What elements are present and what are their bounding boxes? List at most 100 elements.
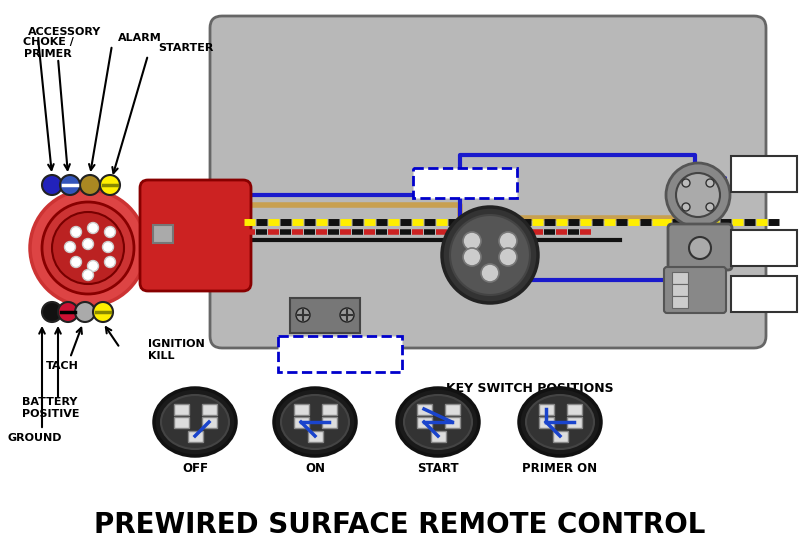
- FancyBboxPatch shape: [202, 404, 217, 415]
- Circle shape: [481, 264, 499, 282]
- Circle shape: [296, 308, 310, 322]
- Text: C: C: [298, 405, 304, 414]
- FancyBboxPatch shape: [417, 404, 431, 415]
- FancyBboxPatch shape: [672, 272, 688, 284]
- FancyBboxPatch shape: [307, 430, 322, 441]
- Circle shape: [82, 270, 94, 280]
- FancyBboxPatch shape: [322, 404, 337, 415]
- Circle shape: [666, 163, 730, 227]
- Text: START: START: [417, 461, 459, 474]
- FancyBboxPatch shape: [174, 404, 189, 415]
- Text: A: A: [677, 274, 683, 282]
- Circle shape: [60, 175, 80, 195]
- FancyBboxPatch shape: [187, 430, 202, 441]
- Text: C: C: [543, 405, 549, 414]
- FancyBboxPatch shape: [294, 416, 309, 428]
- Text: STARTER: STARTER: [158, 43, 214, 53]
- Text: B: B: [677, 297, 683, 306]
- Text: ACCESSORY: ACCESSORY: [28, 27, 102, 37]
- Text: S: S: [178, 418, 184, 426]
- Text: ALARM: ALARM: [118, 33, 162, 43]
- Circle shape: [82, 239, 94, 250]
- Ellipse shape: [274, 388, 356, 456]
- Circle shape: [499, 248, 517, 266]
- FancyBboxPatch shape: [553, 430, 567, 441]
- FancyBboxPatch shape: [538, 416, 554, 428]
- Text: A: A: [326, 405, 332, 414]
- FancyBboxPatch shape: [731, 230, 797, 266]
- Text: NEUTRAL SAFTY
SWITCH: NEUTRAL SAFTY SWITCH: [293, 343, 387, 365]
- FancyBboxPatch shape: [731, 276, 797, 312]
- Text: S: S: [543, 418, 549, 426]
- Circle shape: [676, 173, 720, 217]
- Circle shape: [30, 190, 146, 306]
- FancyBboxPatch shape: [174, 416, 189, 428]
- Text: PREWIRED SURFACE REMOTE CONTROL: PREWIRED SURFACE REMOTE CONTROL: [94, 511, 706, 539]
- Circle shape: [87, 261, 98, 271]
- Text: M: M: [205, 418, 213, 426]
- Text: S: S: [298, 418, 304, 426]
- Circle shape: [105, 256, 115, 267]
- Text: KEY SWITCH: KEY SWITCH: [424, 176, 506, 190]
- Text: M: M: [448, 418, 456, 426]
- Circle shape: [42, 202, 134, 294]
- Text: S: S: [421, 418, 427, 426]
- Ellipse shape: [404, 395, 472, 449]
- FancyBboxPatch shape: [668, 224, 732, 270]
- FancyBboxPatch shape: [664, 267, 726, 313]
- Text: B: B: [192, 431, 198, 440]
- Text: KILL
SWITCH: KILL SWITCH: [742, 237, 786, 259]
- Text: ON: ON: [305, 461, 325, 474]
- Circle shape: [463, 232, 481, 250]
- Bar: [290, 298, 360, 333]
- Text: A: A: [505, 236, 511, 246]
- Text: BATTERY
POSITIVE: BATTERY POSITIVE: [22, 397, 79, 419]
- FancyBboxPatch shape: [417, 416, 431, 428]
- FancyBboxPatch shape: [278, 336, 402, 372]
- Text: TACH: TACH: [46, 361, 78, 371]
- Circle shape: [58, 302, 78, 322]
- Text: A: A: [570, 405, 578, 414]
- FancyBboxPatch shape: [538, 404, 554, 415]
- FancyBboxPatch shape: [322, 416, 337, 428]
- FancyBboxPatch shape: [672, 296, 688, 308]
- FancyBboxPatch shape: [445, 404, 459, 415]
- Text: C: C: [469, 236, 475, 246]
- Text: A: A: [206, 405, 212, 414]
- Circle shape: [499, 232, 517, 250]
- Circle shape: [682, 203, 690, 211]
- Text: B: B: [486, 269, 494, 277]
- Text: PRIMER ON: PRIMER ON: [522, 461, 598, 474]
- Ellipse shape: [397, 388, 479, 456]
- Ellipse shape: [281, 395, 349, 449]
- Bar: [153, 225, 173, 243]
- Text: S: S: [469, 252, 475, 261]
- Circle shape: [65, 241, 75, 252]
- Text: M: M: [570, 418, 578, 426]
- Text: C: C: [421, 405, 427, 414]
- Ellipse shape: [154, 388, 236, 456]
- Text: GROUND: GROUND: [8, 433, 62, 443]
- Circle shape: [442, 207, 538, 303]
- Text: KEY SWITCH POSITIONS: KEY SWITCH POSITIONS: [446, 381, 614, 395]
- FancyBboxPatch shape: [566, 416, 582, 428]
- Circle shape: [463, 248, 481, 266]
- Text: B: B: [312, 431, 318, 440]
- Circle shape: [340, 308, 354, 322]
- FancyBboxPatch shape: [413, 168, 517, 198]
- Circle shape: [75, 302, 95, 322]
- FancyBboxPatch shape: [140, 180, 251, 291]
- Text: C: C: [677, 285, 683, 295]
- Text: CHOKE /
PRIMER: CHOKE / PRIMER: [22, 37, 74, 59]
- Text: M: M: [503, 252, 513, 261]
- Circle shape: [102, 241, 114, 252]
- FancyBboxPatch shape: [445, 416, 459, 428]
- FancyBboxPatch shape: [294, 404, 309, 415]
- Ellipse shape: [519, 388, 601, 456]
- FancyBboxPatch shape: [731, 156, 797, 192]
- Circle shape: [706, 179, 714, 187]
- FancyBboxPatch shape: [202, 416, 217, 428]
- Text: C: C: [178, 405, 184, 414]
- Text: M: M: [325, 418, 333, 426]
- FancyBboxPatch shape: [430, 430, 446, 441]
